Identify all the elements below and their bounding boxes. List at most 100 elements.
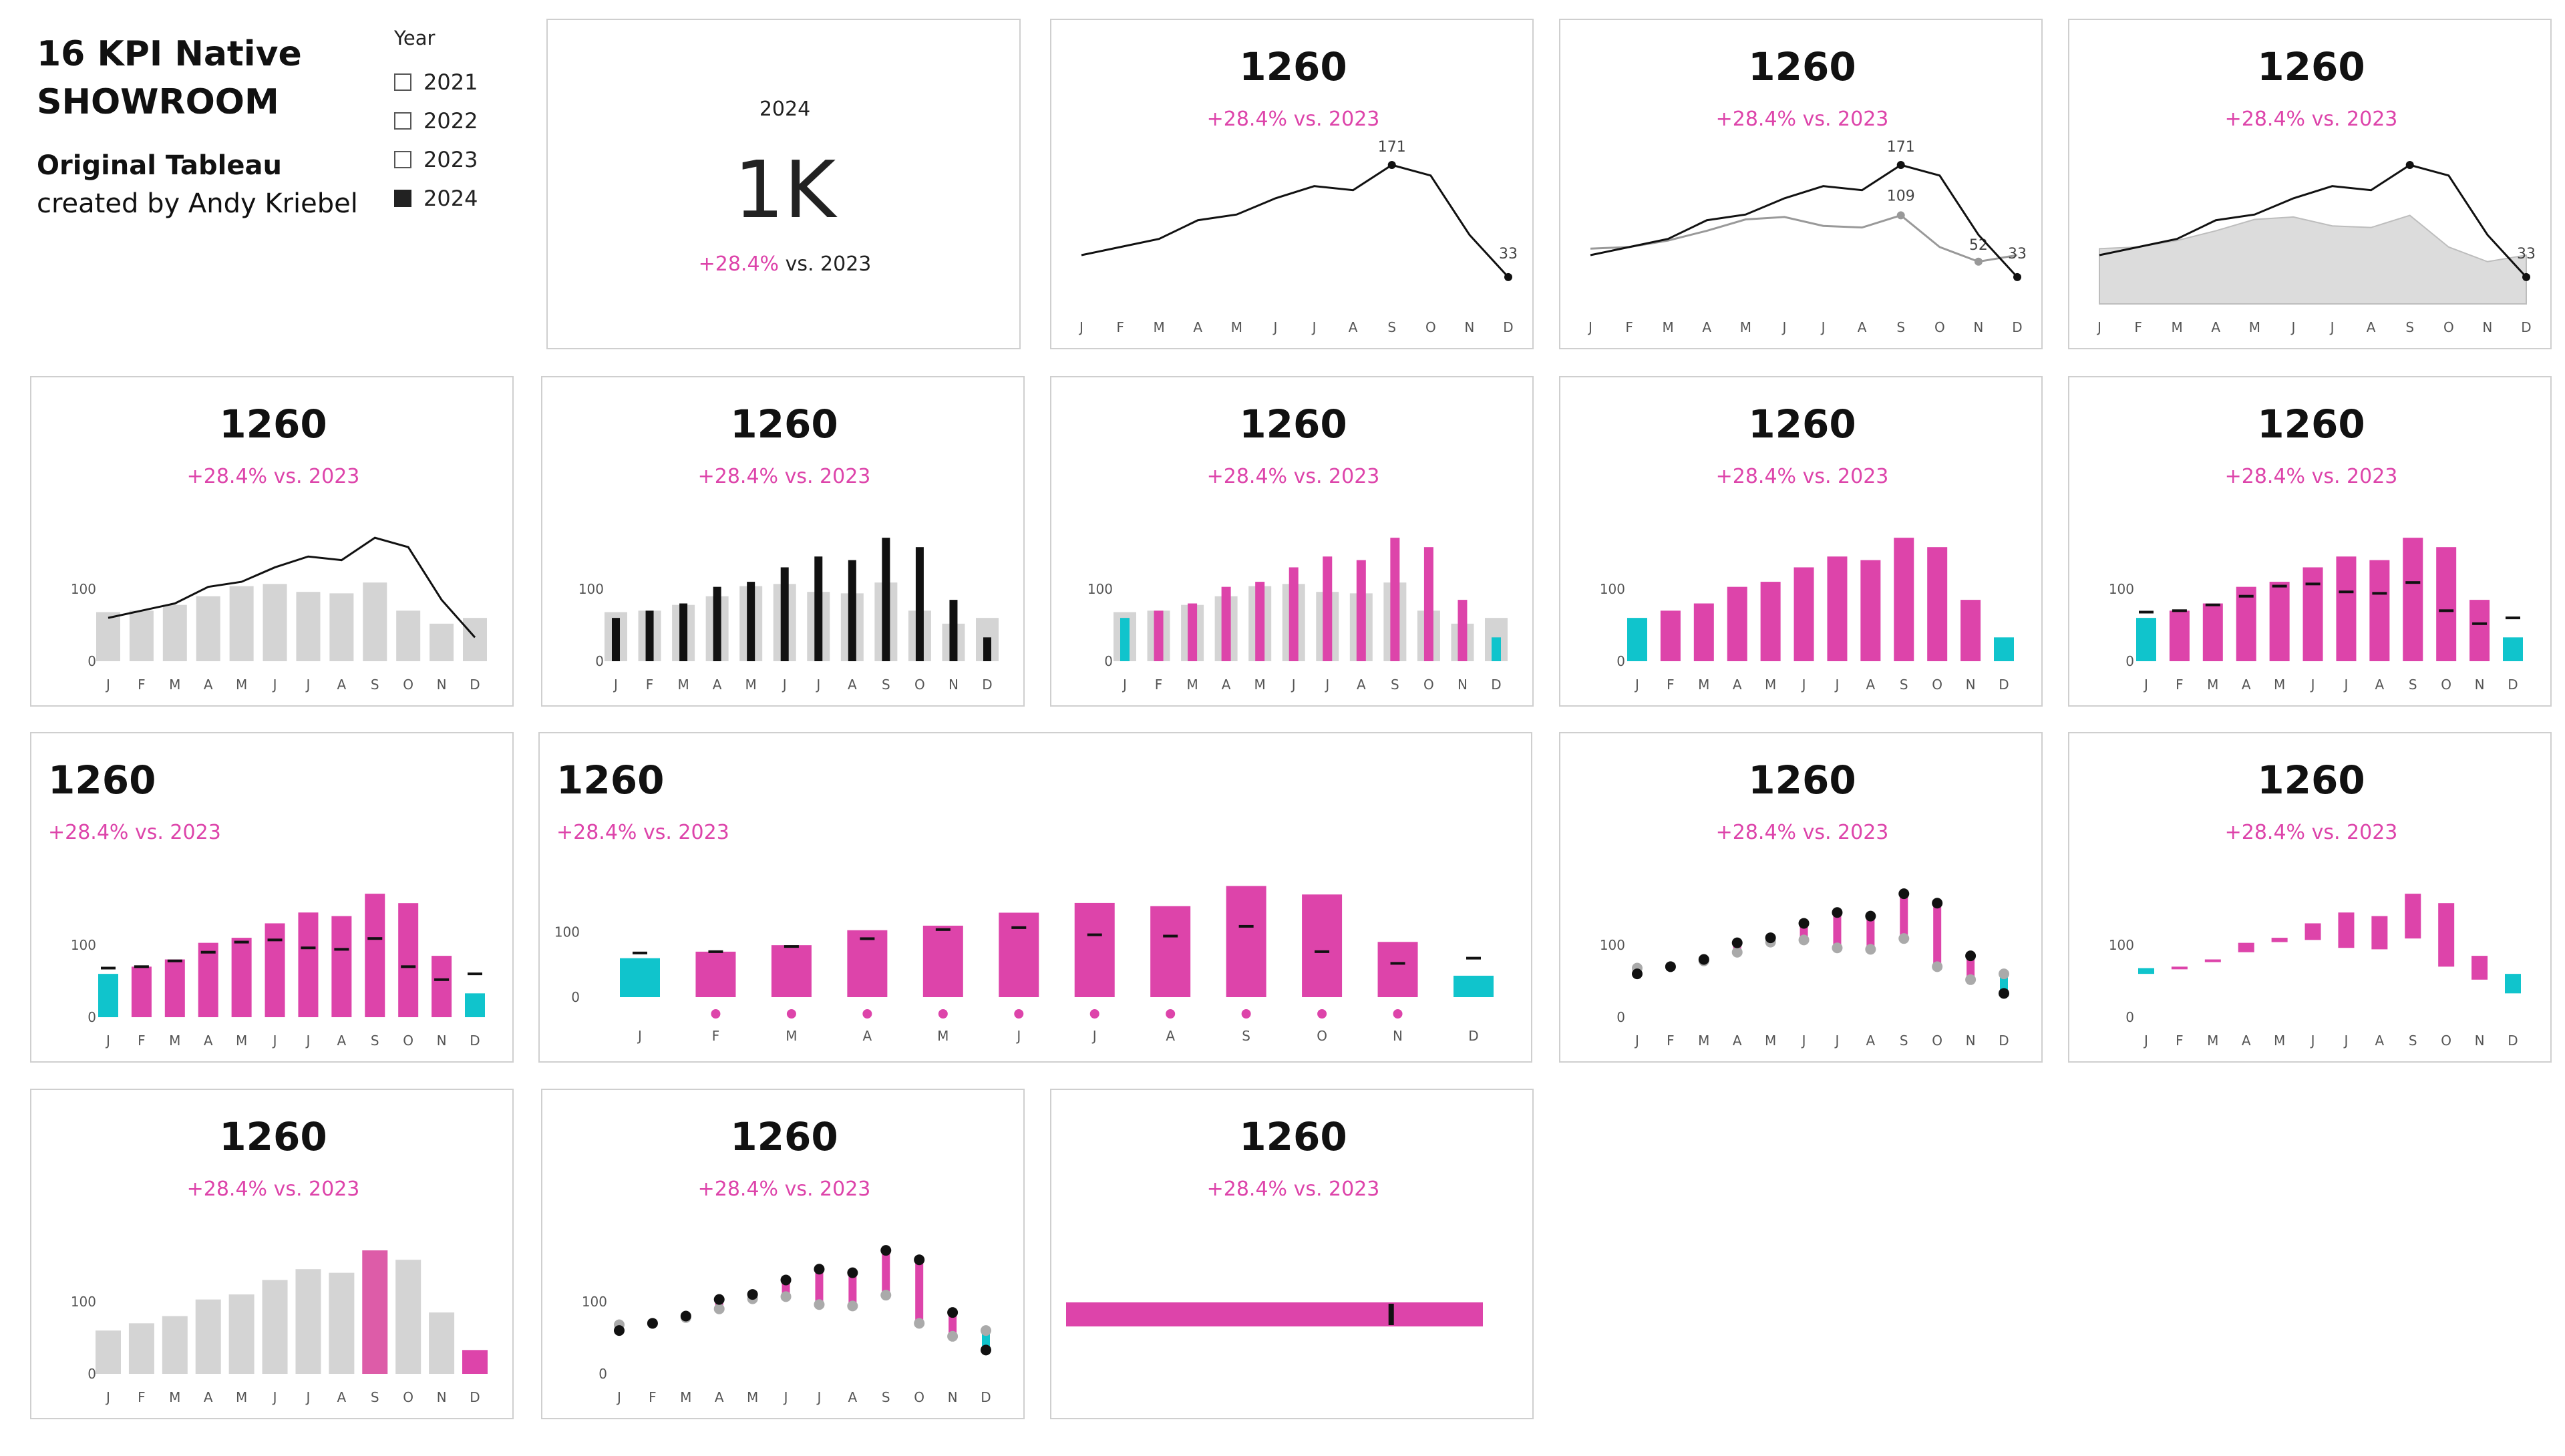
current-year-bar	[162, 1316, 188, 1374]
diff-bar	[2405, 894, 2421, 939]
x-tick-label: S	[371, 1389, 379, 1405]
x-tick-label: J	[1834, 677, 1840, 693]
kpi-delta: +28.4% vs. 2023	[48, 821, 221, 844]
current-year-bar	[2302, 567, 2323, 661]
kpi-delta: +28.4% vs. 2023	[1716, 821, 1889, 844]
kpi-card-1[interactable]: 2024 1K +28.4% vs. 2023	[546, 19, 1021, 349]
x-tick-label: F	[1667, 677, 1675, 693]
x-tick-label: O	[914, 677, 925, 693]
kpi-card-3[interactable]: 1260 +28.4% vs. 2023 109 52 171 33 J F M A M J J A S O N…	[1559, 19, 2043, 349]
current-year-bar	[679, 603, 688, 661]
prior-year-area	[2099, 214, 2527, 305]
current-year-bar	[747, 582, 755, 661]
prior-year-tick	[2472, 622, 2488, 625]
y-tick-label: 0	[2125, 653, 2134, 669]
x-tick-label: O	[1317, 1028, 1327, 1044]
prior-year-bar	[162, 604, 187, 661]
current-year-bar	[365, 894, 385, 1017]
prior-year-tick	[2439, 609, 2454, 612]
x-tick-label: F	[138, 677, 146, 693]
prior-year-bar	[396, 610, 421, 661]
diff-bar	[815, 1269, 824, 1305]
x-tick-label: F	[2176, 1033, 2184, 1049]
year-option-2024[interactable]: 2024	[394, 179, 478, 218]
checkbox[interactable]	[394, 151, 411, 168]
current-year-dot	[1665, 961, 1676, 972]
x-tick-label: O	[1425, 319, 1436, 335]
x-tick-label: J	[782, 677, 787, 693]
kpi-card-10[interactable]: 1260 +28.4% vs. 2023 J F M A M J J A S O N D 0 100	[30, 732, 514, 1063]
kpi-card-5[interactable]: 1260 +28.4% vs. 2023 J F M A M J J A S O N D 0 100	[30, 376, 514, 707]
year-option-2023[interactable]: 2023	[394, 140, 478, 179]
x-tick-label: S	[882, 677, 890, 693]
x-tick-label: F	[2176, 677, 2184, 693]
x-tick-label: J	[1078, 319, 1083, 335]
prior-year-tick	[1087, 933, 1102, 936]
x-tick-label: F	[712, 1028, 720, 1044]
prior-year-tick	[1163, 934, 1178, 938]
kpi-value: 1260	[1239, 44, 1347, 89]
prior-point	[1974, 257, 1983, 266]
checkbox[interactable]	[394, 73, 411, 91]
year-option-2021[interactable]: 2021	[394, 63, 478, 102]
kpi-card-4[interactable]: 1260 +28.4% vs. 2023 33 J F M A M J J A S O N D	[2068, 19, 2552, 349]
current-year-bar	[1289, 567, 1299, 661]
current-year-bar	[1492, 637, 1501, 661]
x-tick-label: D	[2012, 319, 2022, 335]
x-tick-label: J	[105, 677, 110, 693]
current-year-bar	[329, 1272, 355, 1374]
x-tick-label: S	[371, 677, 379, 693]
x-tick-label: A	[1733, 677, 1742, 693]
prior-year-dot	[847, 1300, 858, 1312]
kpi-card-8[interactable]: 1260 +28.4% vs. 2023 J F M A M J J A S O N D 0 100	[1559, 376, 2043, 707]
current-year-bar	[771, 945, 812, 997]
x-tick-label: D	[1503, 319, 1513, 335]
x-tick-label: F	[1667, 1033, 1675, 1049]
kpi-card-9[interactable]: 1260 +28.4% vs. 2023 J F M A M J J A S O N D 0 100	[2068, 376, 2552, 707]
kpi-chart: 1260 +28.4% vs. 2023 171 33 J F M A M J J A S O N D	[1078, 44, 1518, 335]
x-tick-label: F	[1625, 319, 1633, 335]
prior-year-tick	[633, 951, 647, 954]
x-tick-label: A	[863, 1028, 872, 1044]
x-tick-label: A	[2242, 1033, 2251, 1049]
checkbox-checked[interactable]	[394, 190, 411, 207]
kpi-card-6[interactable]: 1260 +28.4% vs. 2023 J F M A M J J A S O N D 0 100	[541, 376, 1025, 707]
x-tick-label: M	[2207, 1033, 2218, 1049]
year-option-2022[interactable]: 2022	[394, 102, 478, 140]
current-year-dot	[1698, 954, 1709, 965]
current-year-bar	[265, 923, 285, 1017]
kpi-chart: 1260 +28.4% vs. 2023 J F M A M J J A S O N D 0 100	[2109, 401, 2523, 693]
x-tick-label: M	[2207, 677, 2218, 693]
x-tick-label: A	[848, 1389, 858, 1405]
current-year-bar	[1693, 603, 1714, 661]
current-year-bar	[882, 538, 890, 661]
kpi-card-7[interactable]: 1260 +28.4% vs. 2023 J F M A M J J A S O N D 0 100	[1050, 376, 1534, 707]
checkbox[interactable]	[394, 112, 411, 130]
kpi-card-15[interactable]: 1260 +28.4% vs. 2023 J F M A M J J A S O N D 0 100	[541, 1089, 1025, 1419]
kpi-card-2[interactable]: 1260 +28.4% vs. 2023 171 33 J F M A M J J A S O N D	[1050, 19, 1534, 349]
x-tick-label: M	[2274, 677, 2285, 693]
x-tick-label: M	[2249, 319, 2260, 335]
max-point	[2405, 161, 2414, 170]
dashboard-subtitle: created by Andy Kriebel	[37, 188, 358, 219]
prior-year-dot	[1965, 974, 1977, 985]
current-year-bar	[295, 1269, 321, 1374]
kpi-card-16[interactable]: 1260 +28.4% vs. 2023	[1050, 1089, 1534, 1419]
x-tick-label: D	[2508, 1033, 2518, 1049]
x-tick-label: S	[1900, 1033, 1908, 1049]
kpi-card-11[interactable]: 1260 +28.4% vs. 2023 0 100 J F M A M J J A S O N D	[538, 732, 1532, 1063]
prior-year-tick	[708, 950, 723, 953]
x-tick-label: J	[2143, 677, 2148, 693]
kpi-card-14[interactable]: 1260 +28.4% vs. 2023 J F M A M J J A S O N D 0 100	[30, 1089, 514, 1419]
kpi-value: 1260	[48, 757, 156, 803]
kpi-card-13[interactable]: 1260 +28.4% vs. 2023 J F M A M J J A S O N D 0 100	[2068, 732, 2552, 1063]
prior-year-bar	[196, 596, 220, 661]
kpi-delta: +28.4% vs. 2023	[698, 465, 871, 488]
kpi-card-12[interactable]: 1260 +28.4% vs. 2023 J F M A M J J A S O N D 0 100	[1559, 732, 2043, 1063]
current-year-line	[1081, 164, 1510, 278]
current-year-dot	[947, 1307, 959, 1318]
x-tick-label: S	[371, 1033, 379, 1049]
current-year-bar	[262, 1280, 288, 1374]
x-tick-label: S	[2409, 1033, 2417, 1049]
x-tick-label: J	[1634, 1033, 1639, 1049]
